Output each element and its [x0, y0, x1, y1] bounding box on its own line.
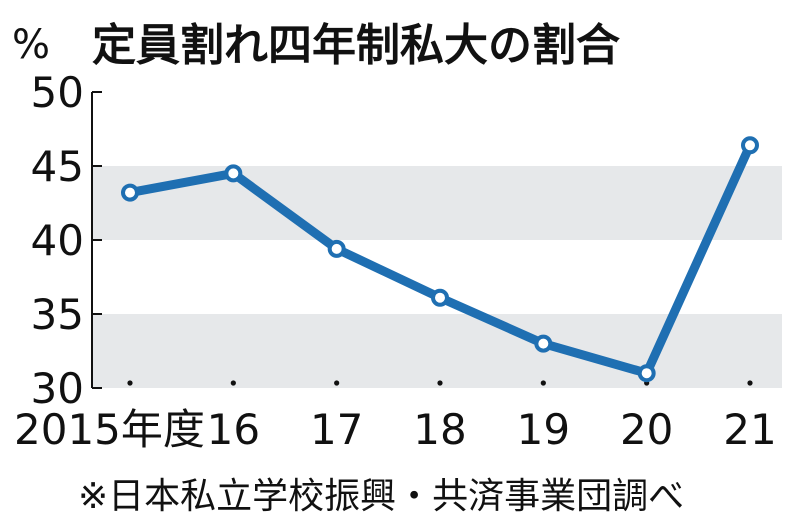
- y-unit-label: %: [12, 22, 50, 68]
- band-0: [92, 314, 782, 388]
- data-point-3: [431, 288, 449, 307]
- data-point-2: [327, 239, 346, 258]
- y-tick-label-45: 45: [31, 142, 84, 191]
- x-tick-dot-3: [437, 380, 443, 386]
- x-tick-dot-6: [747, 380, 753, 386]
- data-point-6: [741, 136, 759, 155]
- x-tick-label-5: 20: [620, 405, 673, 454]
- x-tick-dot-1: [230, 380, 236, 386]
- data-point-5: [637, 364, 656, 383]
- background-bands: [92, 166, 782, 388]
- x-tick-dot-2: [334, 380, 340, 386]
- x-tick-label-2: 17: [310, 405, 363, 454]
- x-tick-dot-4: [540, 380, 546, 386]
- data-point-1: [224, 164, 243, 183]
- x-tick-label-1: 16: [207, 405, 260, 454]
- x-tick-label-0: 2015年度: [14, 405, 205, 454]
- data-point-4: [534, 334, 553, 353]
- y-tick-label-35: 35: [31, 290, 84, 339]
- x-tick-label-6: 21: [723, 405, 776, 454]
- x-axis-ticks: 2015年度 16 17 18 19 20 21: [14, 405, 777, 454]
- y-tick-label-50: 50: [31, 68, 84, 117]
- x-tick-label-4: 19: [517, 405, 570, 454]
- data-point-0: [121, 183, 139, 202]
- x-tick-dot-0: [127, 380, 133, 386]
- chart-title: 定員割れ四年制私大の割合: [92, 20, 620, 71]
- y-axis-ticks: 30 35 40 45 50: [31, 68, 102, 413]
- x-tick-label-3: 18: [413, 405, 466, 454]
- data-points: [121, 136, 759, 383]
- x-axis-tick-marks: [127, 380, 753, 386]
- source-note: ※日本私立学校振興・共済事業団調べ: [78, 476, 684, 517]
- y-tick-label-40: 40: [31, 216, 84, 265]
- y-tick-label-30: 30: [31, 364, 84, 413]
